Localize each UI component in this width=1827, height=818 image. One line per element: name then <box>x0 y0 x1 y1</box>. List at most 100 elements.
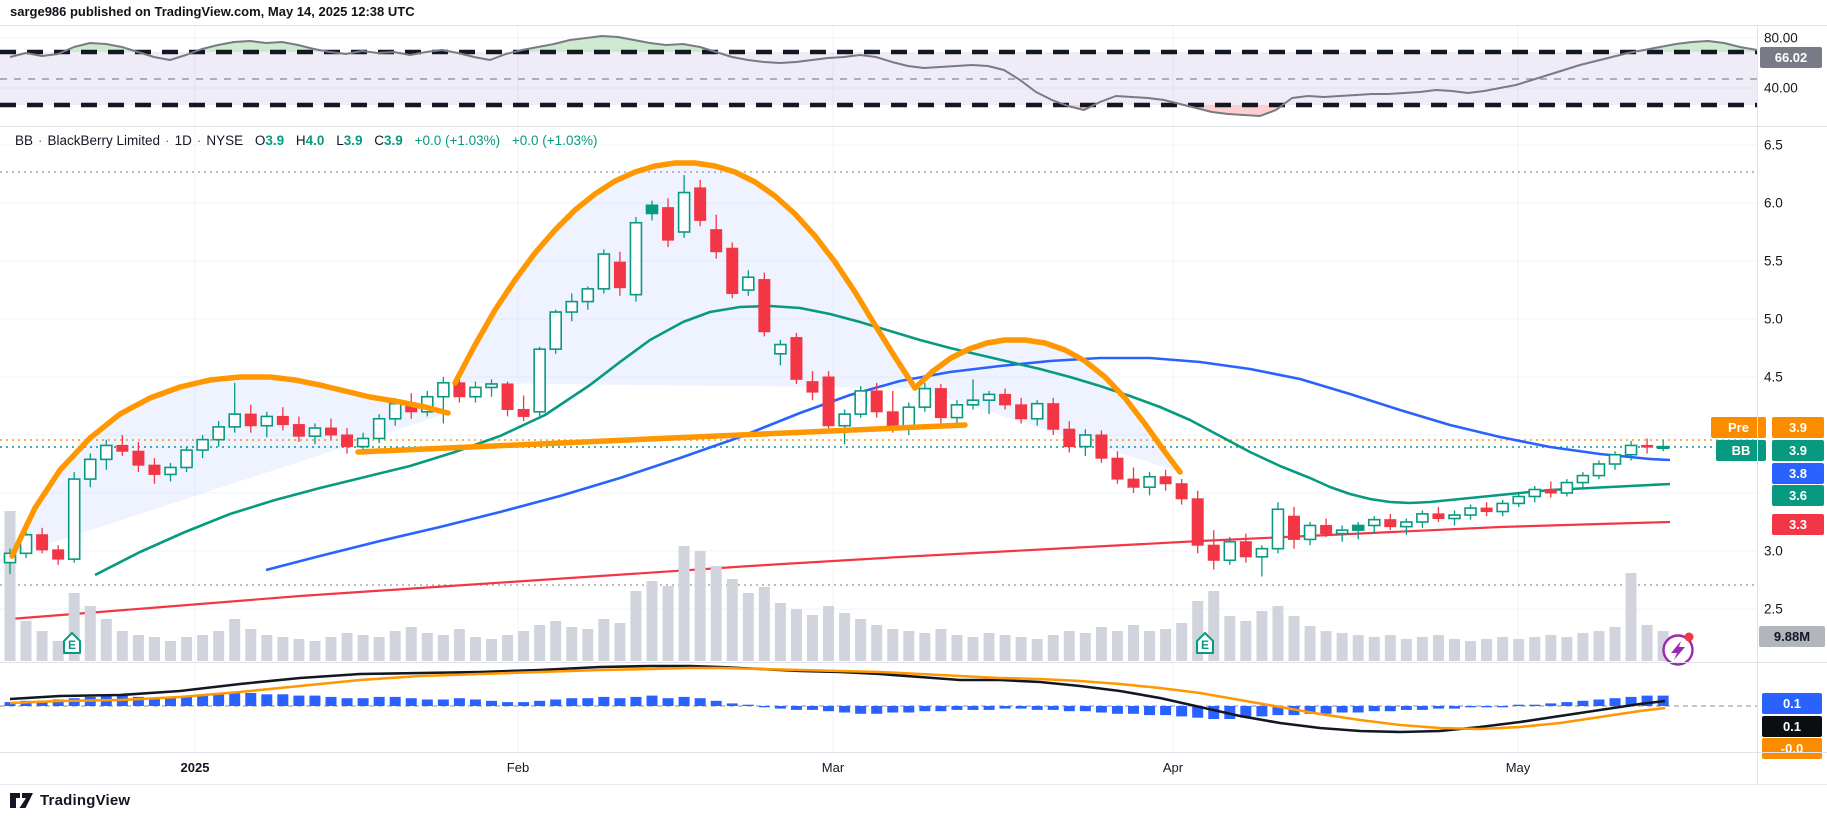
pane-separator[interactable] <box>0 752 1827 753</box>
earnings-icon-letter: E <box>68 638 76 652</box>
pane-separator[interactable] <box>0 662 1827 663</box>
volume-bar <box>84 606 96 661</box>
ma-blue-line[interactable] <box>265 356 1671 572</box>
macd-histogram-bar <box>357 698 369 706</box>
macd-histogram-bar <box>1208 706 1220 719</box>
trendline-drawing[interactable] <box>355 422 968 455</box>
candle-body <box>613 261 626 289</box>
macd-histogram-bar <box>662 698 674 706</box>
price-tick-label: 80.00 <box>1764 30 1798 46</box>
macd-signal-line <box>9 666 1666 731</box>
ma-green-line[interactable] <box>94 304 1671 577</box>
macd-histogram-bar <box>309 695 321 706</box>
macd-histogram-bar <box>421 699 433 706</box>
macd-histogram-bar <box>1513 704 1525 706</box>
ma-red-line[interactable] <box>9 520 1671 621</box>
volume-bar <box>1368 637 1380 661</box>
time-axis[interactable] <box>0 752 1757 784</box>
volume-bar <box>181 637 193 661</box>
volume-bar <box>710 566 722 661</box>
dome-drawing-fill <box>12 377 448 556</box>
dome-drawing[interactable] <box>452 160 918 391</box>
macd-histogram-bar <box>1529 704 1541 706</box>
volume-bar <box>437 635 449 661</box>
macd-histogram-bar <box>245 693 257 706</box>
volume-bar <box>935 629 947 661</box>
volume-bar <box>1272 606 1284 661</box>
candle-body <box>67 478 81 560</box>
legend-separator: · <box>165 133 170 148</box>
candle-body <box>1223 540 1237 562</box>
dome-drawing-fill <box>455 163 915 388</box>
candle-body <box>517 408 530 417</box>
volume-bar <box>389 631 401 661</box>
macd-histogram-bar <box>903 706 915 713</box>
macd-histogram-bar <box>277 694 289 706</box>
macd-histogram-bar <box>566 698 578 706</box>
candle-body <box>565 300 579 313</box>
candle-body <box>1576 474 1590 484</box>
volume-bar <box>373 637 385 661</box>
macd-histogram-bar <box>951 706 963 710</box>
candle-body <box>533 348 546 413</box>
volume-bar <box>534 625 546 661</box>
macd-histogram-bar <box>646 695 658 706</box>
candle-body <box>83 458 97 480</box>
rsi-oversold-fill <box>1184 105 1283 116</box>
candle-body <box>838 413 851 427</box>
pane-separator[interactable] <box>0 126 1827 127</box>
volume-bar <box>1288 616 1300 661</box>
candle-body <box>1015 404 1028 420</box>
candle-body <box>581 288 595 303</box>
earnings-icon[interactable] <box>1196 632 1214 654</box>
tradingview-logo-icon[interactable] <box>10 790 34 810</box>
rsi-line <box>9 35 1758 117</box>
macd-histogram-bar <box>405 698 417 706</box>
macd-histogram-bar <box>1128 706 1139 714</box>
time-axis-label: Apr <box>1162 760 1184 775</box>
legend-separator: · <box>196 133 202 148</box>
price-pane[interactable] <box>0 126 1757 662</box>
footer-brand-text[interactable]: TradingView <box>40 791 131 809</box>
pane-separator[interactable] <box>0 25 1827 26</box>
candle-body <box>1095 434 1108 459</box>
volume-bar <box>871 625 883 661</box>
candle-body <box>1560 481 1574 494</box>
volume-bar <box>197 635 209 661</box>
volume-value-badge: 9.88M <box>1759 625 1825 647</box>
volume-bar <box>566 627 578 661</box>
macd-histogram-bar <box>726 703 738 706</box>
macd-histogram-bar <box>469 699 481 706</box>
premarket-price-badge: 3.9 <box>1772 416 1824 438</box>
time-axis-label: 2025 <box>180 760 210 775</box>
volume-bar <box>999 635 1011 661</box>
volume-bar <box>325 637 337 661</box>
volume-bar <box>887 629 899 661</box>
dome-drawing[interactable] <box>9 374 451 559</box>
candle-body <box>453 382 466 398</box>
candle-body <box>276 415 289 426</box>
macd-histogram-bar <box>1336 706 1348 713</box>
legend-separator: · <box>38 133 43 148</box>
time-axis-label: Feb <box>506 760 530 775</box>
earnings-icon[interactable] <box>63 632 81 654</box>
volume-bar <box>614 623 626 661</box>
candle-body <box>1143 475 1156 489</box>
macd-histogram-bar <box>36 700 48 706</box>
candle-body <box>1351 524 1365 531</box>
open-value: 3.9 <box>265 133 285 148</box>
macd-histogram-bar <box>1641 695 1653 706</box>
macd-histogram-bar <box>1416 706 1428 710</box>
macd-histogram-bar <box>518 702 530 706</box>
macd-pane[interactable] <box>0 662 1757 752</box>
macd-histogram-bar <box>823 706 835 712</box>
volume-bar <box>502 635 514 661</box>
rsi-pane[interactable] <box>0 25 1757 126</box>
macd-histogram-bar <box>582 698 594 706</box>
macd-histogram-bar <box>1593 699 1605 706</box>
volume-bar <box>1513 639 1525 661</box>
dome-drawing[interactable] <box>912 337 1183 475</box>
macd-histogram-bar <box>1015 706 1027 709</box>
volume-bar <box>1641 625 1653 661</box>
